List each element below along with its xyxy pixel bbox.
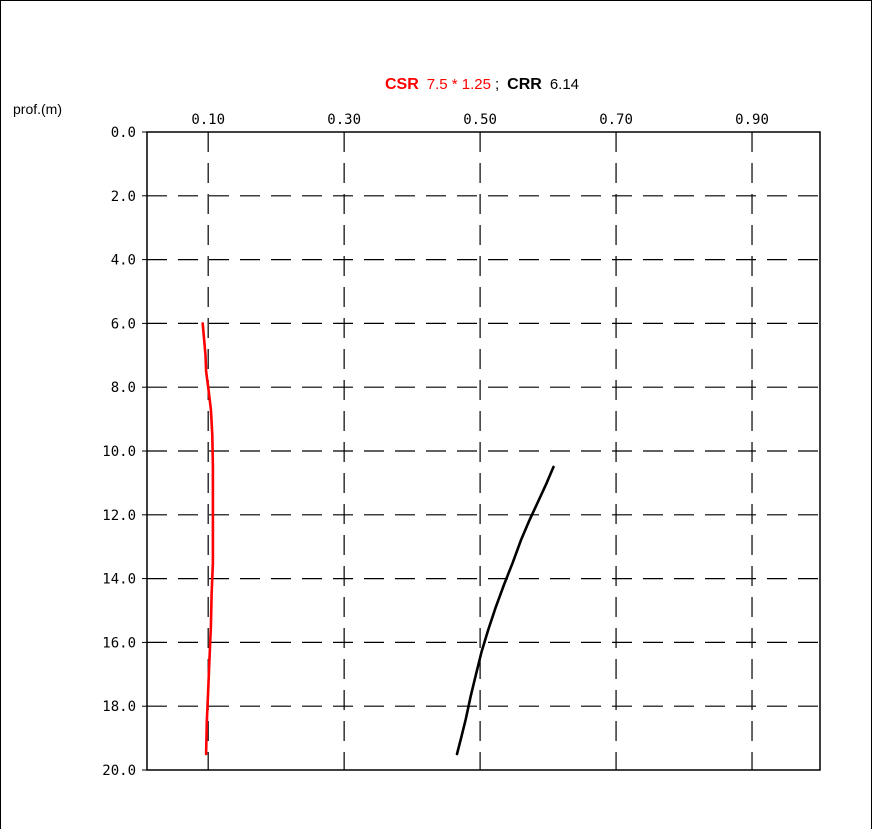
y-tick-label: 10.0 <box>102 444 136 460</box>
y-tick-label: 16.0 <box>102 635 136 651</box>
y-tick-label: 18.0 <box>102 699 136 715</box>
y-tick-label: 6.0 <box>111 316 136 332</box>
y-tick-label: 0.0 <box>111 125 136 141</box>
y-tick-label: 14.0 <box>102 572 136 588</box>
crr-title-detail: 6.14 <box>550 76 579 93</box>
crr-title-label: CRR <box>507 76 542 93</box>
title-separator: ; <box>495 76 499 93</box>
x-tick-label: 0.90 <box>735 112 769 128</box>
csr-series-line <box>201 322 215 756</box>
y-tick-label: 12.0 <box>102 508 136 524</box>
y-tick-label: 2.0 <box>111 189 136 205</box>
grid-lines <box>142 131 820 771</box>
y-tick-label: 8.0 <box>111 380 136 396</box>
y-tick-label: 20.0 <box>102 763 136 779</box>
y-tick-labels: 0.0 2.0 4.0 6.0 8.0 10.0 12.0 14.0 16.0 18.0 20.0 <box>102 125 136 779</box>
csr-title-label: CSR <box>385 76 419 93</box>
y-axis-title: prof.(m) <box>13 101 62 117</box>
x-tick-label: 0.30 <box>327 112 361 128</box>
x-tick-labels: 0.10 0.30 0.50 0.70 0.90 <box>191 112 769 128</box>
x-tick-label: 0.70 <box>599 112 633 128</box>
x-tick-label: 0.10 <box>191 112 225 128</box>
chart-title: CSR 7.5 * 1.25 ; CRR 6.14 <box>385 76 579 93</box>
series-lines <box>201 322 555 756</box>
x-tick-label: 0.50 <box>463 112 497 128</box>
csr-title-detail: 7.5 * 1.25 <box>427 76 491 93</box>
y-tick-label: 4.0 <box>111 253 136 269</box>
crr-series-line <box>455 465 555 756</box>
